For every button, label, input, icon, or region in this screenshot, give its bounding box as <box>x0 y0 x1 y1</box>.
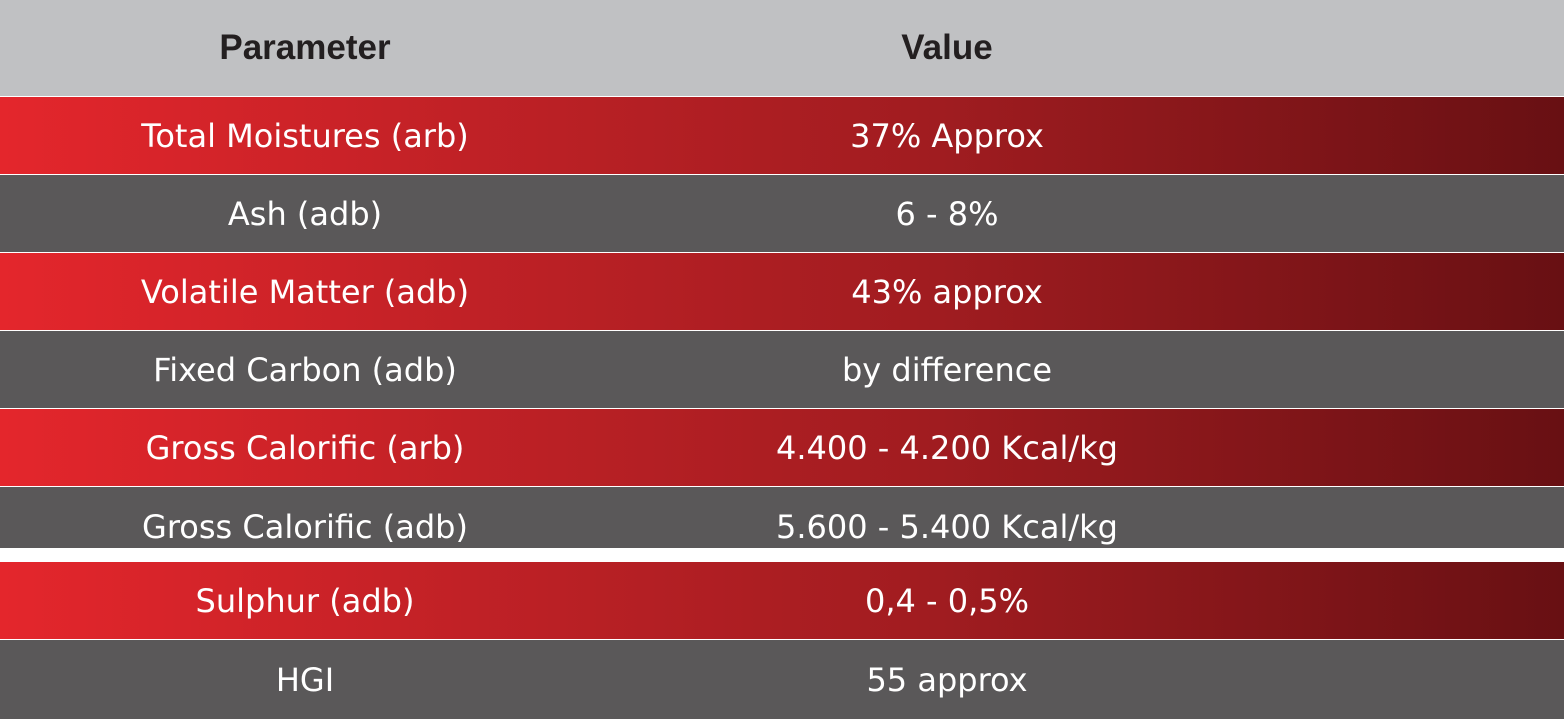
row-value: 37% Approx <box>850 116 1044 155</box>
row-parameter: Sulphur (adb) <box>195 581 415 620</box>
row-parameter: Fixed Carbon (adb) <box>153 350 457 389</box>
table-header: Parameter Value <box>0 0 1564 96</box>
table-row: Volatile Matter (adb) 43% approx <box>0 253 1564 330</box>
row-parameter: HGI <box>275 660 335 699</box>
row-parameter: Volatile Matter (adb) <box>140 272 470 311</box>
row-separator <box>0 548 1564 562</box>
header-value: Value <box>901 28 993 67</box>
row-parameter: Total Moistures (arb) <box>141 116 469 155</box>
row-value: 55 approx <box>866 660 1028 699</box>
row-value: 43% approx <box>851 272 1043 311</box>
header-parameter: Parameter <box>219 28 391 67</box>
table-row: Sulphur (adb) 0,4 - 0,5% <box>0 562 1564 639</box>
row-value: 6 - 8% <box>895 194 999 233</box>
row-parameter: Gross Calorific (adb) <box>142 508 468 546</box>
row-value: 4.400 - 4.200 Kcal/kg <box>776 428 1118 467</box>
row-value: 0,4 - 0,5% <box>864 581 1030 620</box>
row-value: 5.600 - 5.400 Kcal/kg <box>776 508 1118 546</box>
row-parameter: Gross Calorific (arb) <box>145 428 465 467</box>
table-row: Fixed Carbon (adb) by difference <box>0 331 1564 408</box>
table-row: HGI 55 approx <box>0 640 1564 719</box>
table-row: Ash (adb) 6 - 8% <box>0 175 1564 252</box>
table-row: Total Moistures (arb) 37% Approx <box>0 97 1564 174</box>
table-row: Gross Calorific (arb) 4.400 - 4.200 Kcal… <box>0 409 1564 486</box>
row-value: by difference <box>841 350 1053 389</box>
table-row: Gross Calorific (adb) 5.600 - 5.400 Kcal… <box>0 487 1564 548</box>
row-parameter: Ash (adb) <box>227 194 383 233</box>
